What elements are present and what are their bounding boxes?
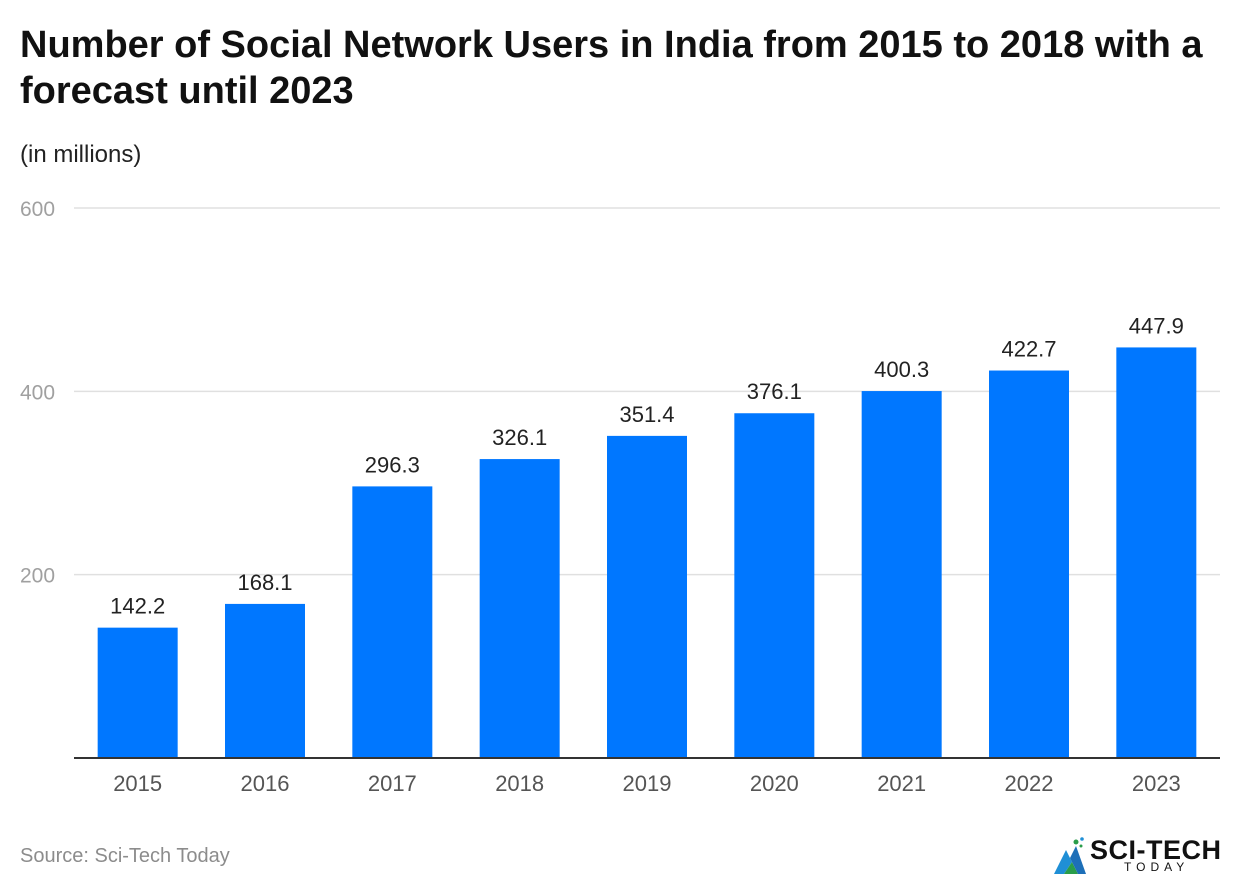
bar-2017 xyxy=(352,486,433,758)
bar-2023 xyxy=(1116,347,1197,758)
bar-value-label-2016: 168.1 xyxy=(237,570,292,595)
brand-logo: SCI-TECH TODAY xyxy=(1052,834,1227,880)
y-tick-label: 400 xyxy=(20,381,55,404)
bar-value-label-2023: 447.9 xyxy=(1129,313,1184,338)
chart-subtitle: (in millions) xyxy=(20,141,142,168)
bar-value-label-2019: 351.4 xyxy=(619,402,674,427)
x-tick-label-2023: 2023 xyxy=(1132,771,1181,796)
bar-2015 xyxy=(97,627,178,758)
chart-title: Number of Social Network Users in India … xyxy=(20,24,1203,112)
logo-subtext: TODAY xyxy=(1124,860,1190,874)
bar-2022 xyxy=(989,370,1069,758)
x-tick-label-2019: 2019 xyxy=(623,771,672,796)
y-tick-label: 200 xyxy=(20,565,55,588)
y-axis-tick-labels: 200 400 600 xyxy=(20,198,55,588)
x-tick-label-2021: 2021 xyxy=(877,771,926,796)
bar-value-label-2022: 422.7 xyxy=(1001,337,1056,362)
bar-2021 xyxy=(861,391,942,758)
x-tick-label-2018: 2018 xyxy=(495,771,544,796)
x-tick-label-2017: 2017 xyxy=(368,771,417,796)
bar-value-label-2017: 296.3 xyxy=(365,452,420,477)
bar-chart: 200 400 600 142.2 168.1 296.3 326.1 351.4 376.1… xyxy=(20,198,1220,796)
bar-value-labels: 142.2 168.1 296.3 326.1 351.4 376.1 400.3 422.7… xyxy=(110,313,1184,618)
y-tick-label: 600 xyxy=(20,198,55,221)
bar-value-label-2018: 326.1 xyxy=(492,425,547,450)
x-axis-tick-labels: 2015 2016 2017 2018 2019 2020 2021 2022 2023 xyxy=(113,771,1181,796)
bar-2016 xyxy=(225,603,305,758)
bar-2020 xyxy=(734,413,815,758)
logo-text: SCI-TECH xyxy=(1090,835,1222,865)
bar-value-label-2021: 400.3 xyxy=(874,357,929,382)
source-note: Source: Sci-Tech Today xyxy=(20,845,230,867)
bar-2018 xyxy=(479,459,560,758)
sci-tech-today-logo-icon xyxy=(1054,837,1086,874)
bar-2019 xyxy=(607,435,687,758)
x-tick-label-2015: 2015 xyxy=(113,771,162,796)
x-tick-label-2016: 2016 xyxy=(241,771,290,796)
x-tick-label-2020: 2020 xyxy=(750,771,799,796)
x-tick-label-2022: 2022 xyxy=(1005,771,1054,796)
bars xyxy=(97,347,1197,758)
bar-value-label-2015: 142.2 xyxy=(110,594,165,619)
bar-value-label-2020: 376.1 xyxy=(747,379,802,404)
